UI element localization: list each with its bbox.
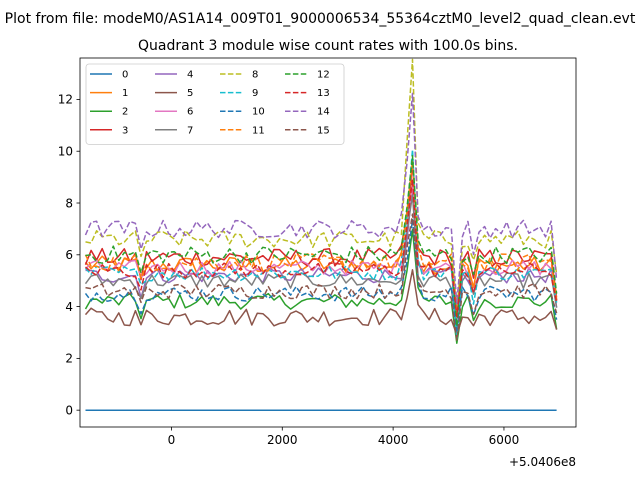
y-tick-label-10: 10 — [58, 145, 73, 159]
figure-suptitle: Plot from file: modeM0/AS1A14_009T01_900… — [5, 11, 636, 27]
legend-label-5: 5 — [187, 88, 193, 99]
y-tick-label-4: 4 — [65, 300, 73, 314]
y-tick-label-2: 2 — [65, 352, 73, 366]
legend-label-7: 7 — [187, 125, 193, 136]
legend-label-0: 0 — [122, 70, 128, 81]
legend-label-3: 3 — [122, 125, 128, 136]
y-tick-label-0: 0 — [65, 403, 73, 417]
legend-label-1: 1 — [122, 88, 128, 99]
legend-label-4: 4 — [187, 70, 193, 81]
legend-label-11: 11 — [252, 125, 265, 136]
x-tick-label-0: 0 — [168, 433, 176, 447]
axes-frame — [79, 57, 577, 428]
legend-label-15: 15 — [317, 125, 330, 136]
series-line-11 — [84, 160, 558, 318]
y-tick-label-12: 12 — [58, 93, 73, 107]
legend-label-9: 9 — [252, 88, 258, 99]
series-layer — [84, 58, 558, 411]
legend-label-8: 8 — [252, 70, 258, 81]
x-offset-label: +5.0406e8 — [509, 455, 576, 469]
series-line-12 — [85, 155, 558, 327]
axes-title: Quadrant 3 module wise count rates with … — [138, 38, 518, 54]
legend-label-14: 14 — [317, 107, 330, 118]
legend-label-12: 12 — [317, 70, 330, 81]
series-line-9 — [84, 148, 558, 340]
x-tick-label-4000: 4000 — [378, 433, 409, 447]
series-line-1 — [84, 179, 558, 328]
series-line-10 — [84, 219, 558, 332]
series-line-15 — [85, 213, 558, 341]
legend-label-10: 10 — [252, 107, 265, 118]
series-line-5 — [84, 269, 558, 336]
y-tick-label-6: 6 — [65, 248, 73, 262]
series-line-14 — [84, 92, 558, 305]
series-line-3 — [84, 163, 558, 318]
x-tick-label-2000: 2000 — [267, 433, 298, 447]
legend-box — [85, 63, 345, 145]
series-line-13 — [85, 178, 558, 318]
series-line-2 — [84, 228, 558, 344]
x-tick-label-6000: 6000 — [489, 433, 520, 447]
legend-label-6: 6 — [187, 107, 193, 118]
legend-label-13: 13 — [317, 88, 330, 99]
y-tick-label-8: 8 — [65, 196, 73, 210]
series-line-8 — [85, 58, 558, 313]
legend-label-2: 2 — [122, 107, 128, 118]
